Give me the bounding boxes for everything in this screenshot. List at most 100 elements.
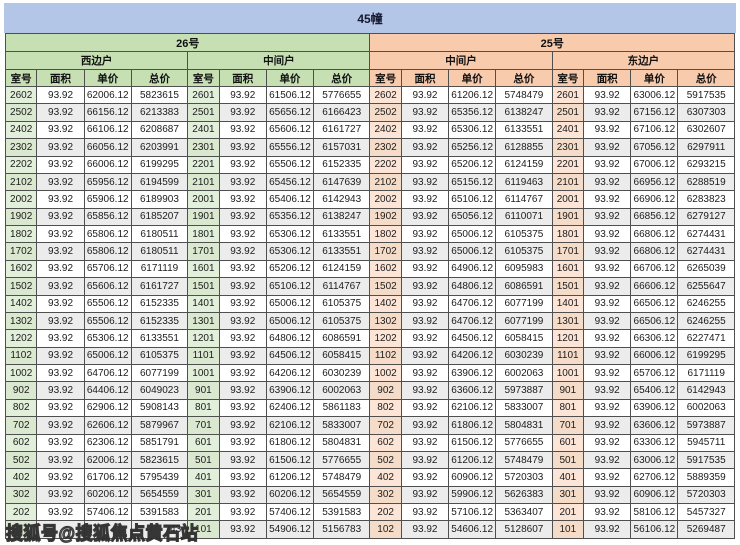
unit-price-cell: 60206.12	[265, 485, 314, 505]
unit-price-cell: 64506.12	[265, 346, 314, 366]
table-row: 2302 93.92 66056.12 6203991 2301 93.92 65556.1…	[4, 138, 735, 157]
total-price-cell: 6279127	[677, 207, 735, 227]
room-cell: 1902	[4, 207, 38, 227]
price-table: 26号 25号 西边户 中间户 中间户 东边户 室号 面积 单价 总价 室号 面…	[4, 33, 736, 539]
area-cell: 93.92	[400, 207, 450, 227]
room-cell: 301	[187, 485, 220, 505]
room-cell: 902	[369, 381, 402, 400]
total-price-cell: 6110071	[495, 207, 553, 227]
room-cell: 2401	[187, 120, 220, 140]
table-row: 302 93.92 60206.12 5654559 301 93.92 60206.12 5…	[4, 485, 735, 505]
room-cell: 2302	[4, 138, 38, 157]
unit-price-cell: 64206.12	[448, 346, 497, 366]
total-price-cell: 5804831	[495, 416, 553, 435]
unit-price-cell: 64206.12	[265, 363, 314, 383]
area-cell: 93.92	[582, 485, 632, 505]
area-cell: 93.92	[400, 311, 450, 331]
area-cell: 93.92	[400, 224, 450, 244]
room-cell: 2602	[4, 85, 38, 105]
total-price-cell: 5748479	[312, 468, 371, 487]
unit-price-cell: 62006.12	[83, 85, 132, 105]
area-cell: 93.92	[582, 190, 632, 209]
table-row: 1202 93.92 65306.12 6133551 1201 93.92 64806.1…	[4, 329, 735, 348]
area-cell: 93.92	[582, 520, 632, 539]
table-row: 402 93.92 61706.12 5795439 401 93.92 61206.12 5…	[4, 468, 735, 487]
total-price-cell: 6293215	[677, 155, 735, 174]
room-cell: 1602	[4, 259, 38, 279]
total-price-cell: 6283823	[677, 190, 735, 209]
unit-price-cell: 66856.12	[630, 207, 679, 227]
unit-price-cell: 66006.12	[630, 346, 679, 366]
room-cell: 1502	[4, 277, 38, 296]
room-cell: 1101	[551, 346, 585, 366]
unit-price-cell: 63906.12	[630, 398, 679, 418]
total-price-cell: 5748479	[495, 450, 553, 470]
area-cell: 93.92	[582, 502, 632, 522]
table-row: 1802 93.92 65806.12 6180511 1801 93.92 65306.1…	[4, 224, 735, 244]
total-price-cell: 5823615	[130, 85, 189, 105]
total-price-cell: 5804831	[312, 433, 371, 452]
total-price-cell: 6142943	[677, 381, 735, 400]
table-row: 902 93.92 64406.12 6049023 901 93.92 63906.12 6…	[4, 381, 735, 400]
room-cell: 302	[4, 485, 38, 505]
price-table-body: 2602 93.92 62006.12 5823615 2601 93.92 61506.1…	[4, 85, 735, 539]
room-cell: 702	[369, 416, 402, 435]
room-cell: 1201	[187, 329, 220, 348]
area-cell: 93.92	[218, 259, 267, 279]
total-price-cell: 6105375	[312, 294, 371, 313]
area-cell: 93.92	[400, 259, 450, 279]
table-row: 1902 93.92 65856.12 6185207 1901 93.92 65356.1…	[4, 207, 735, 227]
table-row: 1402 93.92 65506.12 6152335 1401 93.92 65006.1…	[4, 294, 735, 313]
unit-price-cell: 64706.12	[83, 363, 132, 383]
unit-price-cell: 63606.12	[630, 416, 679, 435]
unit-price-cell: 65806.12	[83, 224, 132, 244]
total-price-cell: 6086591	[495, 277, 553, 296]
area-cell: 93.92	[218, 329, 267, 348]
unit-price-cell: 65006.12	[265, 294, 314, 313]
area-cell: 93.92	[582, 242, 632, 261]
total-price-cell: 6180511	[130, 242, 189, 261]
total-price-cell: 6133551	[495, 120, 553, 140]
area-cell: 93.92	[218, 155, 267, 174]
total-price-cell: 6002063	[495, 363, 553, 383]
total-price-cell: 6058415	[495, 329, 553, 348]
section-middle-unit-25: 中间户	[369, 51, 553, 70]
unit-price-cell: 66906.12	[630, 190, 679, 209]
total-price-cell: 6142943	[312, 190, 371, 209]
total-price-cell: 6297911	[677, 138, 735, 157]
room-cell	[4, 520, 38, 539]
area-cell: 93.92	[400, 485, 450, 505]
table-row: 802 93.92 62906.12 5908143 801 93.92 62406.12 5…	[4, 398, 735, 418]
unit-price-cell: 63006.12	[630, 85, 679, 105]
total-price-cell: 5720303	[495, 468, 553, 487]
area-cell: 93.92	[582, 207, 632, 227]
section-east-unit-25: 东边户	[551, 51, 736, 70]
room-cell: 1002	[4, 363, 38, 383]
total-price-cell: 5776655	[312, 450, 371, 470]
room-cell: 1501	[551, 277, 585, 296]
unit-price-cell: 62606.12	[83, 416, 132, 435]
room-cell: 2201	[551, 155, 585, 174]
unit-price-cell: 65106.12	[448, 190, 497, 209]
room-cell: 1901	[187, 207, 220, 227]
total-price-cell: 6274431	[677, 224, 735, 244]
area-cell: 93.92	[400, 294, 450, 313]
total-price-cell: 6274431	[677, 242, 735, 261]
unit-price-cell: 65456.12	[265, 172, 314, 192]
area-cell: 93.92	[582, 398, 632, 418]
unit-price-cell: 66056.12	[83, 138, 132, 157]
total-price-cell: 6227471	[677, 329, 735, 348]
area-cell: 93.92	[218, 172, 267, 192]
total-price-cell: 5879967	[130, 416, 189, 435]
room-no-header: 室号	[4, 69, 38, 87]
area-cell: 93.92	[218, 520, 267, 539]
unit-price-cell: 63306.12	[630, 433, 679, 452]
unit-price-cell: 59906.12	[448, 485, 497, 505]
area-cell: 93.92	[582, 468, 632, 487]
area-cell: 93.92	[36, 85, 85, 105]
unit-price-cell: 65706.12	[83, 259, 132, 279]
area-cell: 93.92	[36, 190, 85, 209]
room-cell: 2501	[187, 103, 220, 122]
room-cell: 2502	[369, 103, 402, 122]
area-cell: 93.92	[582, 277, 632, 296]
